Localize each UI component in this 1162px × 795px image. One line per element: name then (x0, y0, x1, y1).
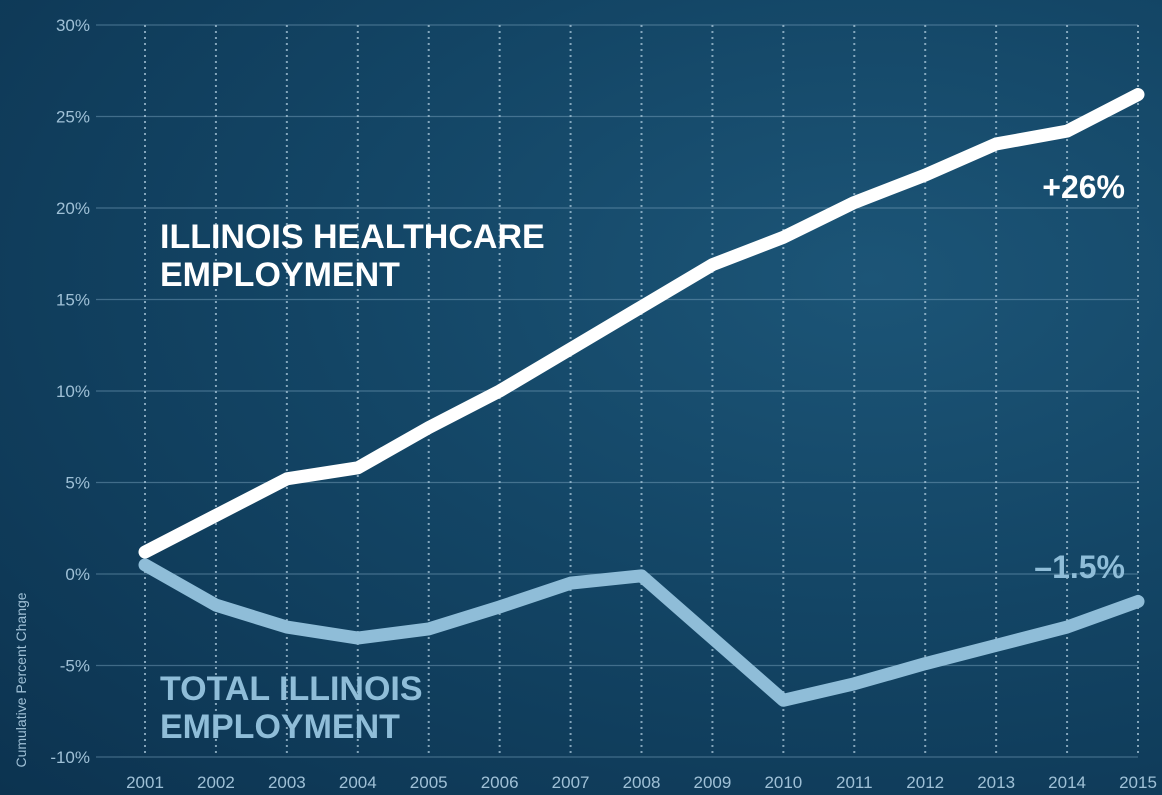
y-tick-label: -5% (60, 657, 90, 676)
series-label-total-line-1: TOTAL ILLINOIS (160, 670, 423, 708)
y-tick-label: 0% (65, 565, 90, 584)
y-tick-label: 15% (56, 291, 90, 310)
y-axis-label: Cumulative Percent Change (13, 592, 29, 767)
y-tick-label: 30% (56, 16, 90, 35)
series-label-healthcare-line-2: EMPLOYMENT (160, 256, 400, 294)
x-tick-label: 2004 (339, 773, 377, 792)
series-label-total-line-2: EMPLOYMENT (160, 708, 400, 746)
x-tick-label: 2013 (977, 773, 1015, 792)
x-tick-label: 2006 (481, 773, 519, 792)
x-tick-label: 2001 (126, 773, 164, 792)
series-lines (138, 88, 1145, 707)
series-label-total: TOTAL ILLINOIS EMPLOYMENT (160, 670, 432, 746)
series-label-healthcare-line-1: ILLINOIS HEALTHCARE (160, 218, 545, 256)
x-tick-label: 2002 (197, 773, 235, 792)
y-tick-label: -10% (50, 748, 90, 767)
x-tick-label: 2015 (1119, 773, 1157, 792)
y-tick-label: 20% (56, 199, 90, 218)
y-tick-label: 25% (56, 108, 90, 127)
x-tick-label: 2012 (906, 773, 944, 792)
end-label-total: –1.5% (1034, 549, 1125, 585)
y-tick-label: 10% (56, 382, 90, 401)
x-tick-label: 2010 (764, 773, 802, 792)
x-tick-label: 2008 (623, 773, 661, 792)
x-tick-label: 2005 (410, 773, 448, 792)
x-tick-label: 2011 (836, 773, 873, 792)
x-axis-ticks: 2001 2002 2003 2004 2005 2006 2007 2008 2009 2010… (126, 773, 1157, 792)
series-line-0 (138, 88, 1145, 559)
end-label-healthcare: +26% (1042, 169, 1125, 205)
y-tick-label: 5% (65, 474, 90, 493)
x-tick-label: 2014 (1048, 773, 1086, 792)
series-label-healthcare: ILLINOIS HEALTHCARE EMPLOYMENT (160, 218, 554, 294)
x-tick-label: 2003 (268, 773, 306, 792)
series-line-1 (138, 558, 1145, 707)
x-tick-label: 2009 (694, 773, 732, 792)
x-tick-label: 2007 (552, 773, 590, 792)
y-axis-ticks: 30% 25% 20% 15% 10% 5% 0% -5% -10% (50, 16, 90, 767)
